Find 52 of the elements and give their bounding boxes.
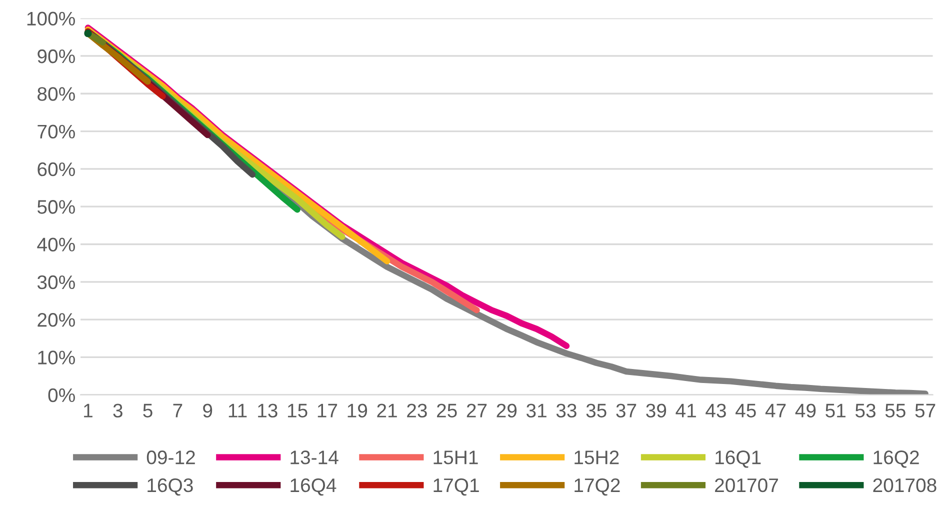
x-tick-label: 33 [556,404,576,418]
x-tick-label: 23 [407,404,427,418]
y-tick-label: 40% [37,238,75,252]
legend-label: 15H1 [434,450,478,464]
y-tick-label: 80% [38,87,75,101]
legend-label: 17Q1 [434,478,479,496]
x-tick-label: 39 [646,404,666,418]
y-tick-label: 70% [38,124,75,139]
x-tick-label: 11 [228,404,247,418]
y-tick-label: 30% [37,275,75,290]
legend-label: 201707 [715,478,778,492]
x-tick-label: 21 [377,404,397,418]
x-tick-label: 1 [84,404,92,418]
x-tick-label: 47 [765,404,786,418]
x-tick-label: 41 [676,404,696,418]
y-tick-label: 100% [27,12,75,26]
x-tick-label: 57 [915,404,936,418]
x-tick-label: 43 [706,404,726,418]
x-tick-label: 5 [143,404,152,418]
legend-label: 09-12 [146,450,195,464]
y-tick-label: 50% [37,200,75,214]
x-tick-label: 17 [318,404,338,418]
x-tick-label: 3 [113,404,122,418]
y-tick-label: 90% [38,49,75,64]
x-tick-label: 13 [258,404,278,418]
x-tick-label: 51 [826,404,846,418]
x-tick-label: 7 [173,404,182,418]
legend-label: 17Q2 [574,478,620,496]
legend-label: 16Q2 [874,450,919,468]
y-tick-label: 0% [48,388,75,402]
x-tick-label: 53 [855,404,876,418]
x-tick-label: 31 [526,404,546,418]
legend-label: 201708 [873,478,936,492]
x-tick-label: 25 [437,404,457,418]
x-tick-label: 37 [616,404,636,418]
legend-label: 16Q1 [716,450,761,468]
legend-label: 16Q4 [290,478,336,496]
x-tick-label: 15 [288,404,308,418]
legend-label: 13-14 [290,450,338,464]
x-tick-label: 19 [348,404,368,418]
x-tick-label: 35 [586,404,606,418]
x-tick-label: 9 [203,404,212,418]
legend-label: 16Q3 [148,478,193,496]
x-tick-label: 55 [885,404,906,418]
y-tick-label: 10% [38,350,75,364]
y-tick-label: 60% [38,162,75,176]
x-tick-label: 49 [795,404,816,418]
legend-label: 15H2 [574,450,619,464]
x-tick-label: 29 [496,404,517,418]
x-tick-label: 45 [736,404,756,418]
y-tick-label: 20% [38,313,75,327]
x-tick-label: 27 [466,404,487,418]
